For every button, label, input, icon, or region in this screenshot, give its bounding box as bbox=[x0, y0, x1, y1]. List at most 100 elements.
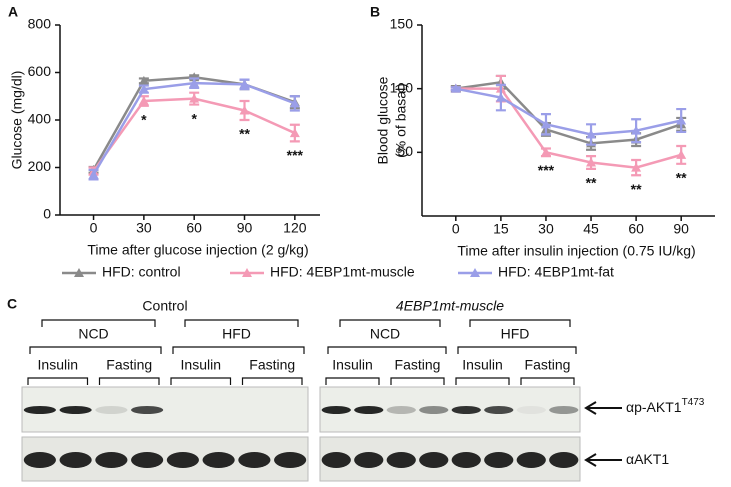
panel-label: B bbox=[370, 4, 380, 20]
lane-label: Insulin bbox=[462, 357, 502, 373]
title-bracket bbox=[184, 319, 299, 327]
panel-label: C bbox=[7, 296, 17, 312]
group-label: NCD bbox=[78, 326, 108, 342]
marker bbox=[189, 78, 200, 88]
blot-band bbox=[386, 452, 416, 468]
x-tick-label: 45 bbox=[583, 221, 599, 237]
y-axis-label: (% of basal) bbox=[393, 83, 409, 158]
marker bbox=[138, 75, 149, 85]
legend-marker bbox=[242, 268, 252, 277]
marker bbox=[450, 83, 461, 93]
x-tick-label: 30 bbox=[538, 221, 554, 237]
row-label-text: αp-AKT1 bbox=[626, 399, 682, 415]
title-bracket bbox=[339, 319, 441, 327]
blot-band bbox=[131, 406, 164, 414]
marker bbox=[289, 98, 300, 108]
marker bbox=[138, 84, 149, 94]
group-bracket bbox=[29, 346, 162, 354]
group-label: HFD bbox=[222, 326, 251, 342]
x-axis-label: Time after glucose injection (2 g/kg) bbox=[87, 242, 308, 258]
blot-band bbox=[59, 406, 92, 414]
blot-band bbox=[516, 406, 546, 414]
lane-label: Insulin bbox=[38, 357, 78, 373]
lane-bracket bbox=[520, 377, 575, 385]
marker bbox=[540, 147, 551, 157]
blot-band bbox=[419, 452, 449, 468]
arrow bbox=[584, 453, 622, 467]
legend-marker bbox=[74, 268, 84, 277]
lane-label: Insulin bbox=[181, 357, 221, 373]
group-bracket bbox=[172, 346, 305, 354]
x-tick-label: 15 bbox=[493, 221, 509, 237]
significance: ** bbox=[631, 181, 642, 197]
group-label: NCD bbox=[370, 326, 400, 342]
blot-band bbox=[484, 452, 514, 468]
legend-label: HFD: 4EBP1mt-muscle bbox=[270, 264, 415, 280]
row-label: αp-AKT1T473 bbox=[626, 397, 705, 415]
y-tick-label: 50 bbox=[397, 143, 413, 159]
series-line bbox=[455, 87, 682, 169]
blot-band bbox=[321, 406, 351, 414]
blot-band bbox=[451, 452, 481, 468]
marker bbox=[676, 115, 687, 125]
row-label: αAKT1 bbox=[626, 451, 669, 467]
y-tick-label: 200 bbox=[28, 158, 52, 174]
x-tick-label: 0 bbox=[90, 220, 98, 236]
significance: *** bbox=[287, 147, 304, 163]
marker bbox=[631, 125, 642, 135]
lane-label: Insulin bbox=[332, 357, 372, 373]
title-bracket bbox=[469, 319, 571, 327]
legend-marker bbox=[470, 268, 480, 277]
lane-bracket bbox=[98, 377, 160, 385]
lane-label: Fasting bbox=[106, 357, 152, 373]
significance: ** bbox=[586, 175, 597, 191]
group-bracket bbox=[327, 346, 447, 354]
x-tick-label: 30 bbox=[136, 220, 152, 236]
lane-bracket bbox=[455, 377, 510, 385]
marker bbox=[239, 79, 250, 89]
blot-band bbox=[549, 406, 579, 414]
blot-band bbox=[95, 452, 128, 468]
x-tick-label: 0 bbox=[452, 221, 460, 237]
row-label-sup: T473 bbox=[682, 397, 705, 408]
lane-label: Fasting bbox=[395, 357, 441, 373]
lane-bracket bbox=[390, 377, 445, 385]
blot-title: 4EBP1mt-muscle bbox=[396, 298, 504, 314]
y-tick-label: 150 bbox=[390, 16, 414, 32]
significance: * bbox=[141, 111, 147, 127]
lane-bracket bbox=[27, 377, 89, 385]
blot-band bbox=[131, 452, 164, 468]
marker bbox=[586, 157, 597, 167]
blot-band bbox=[274, 452, 307, 468]
blot-band bbox=[484, 406, 514, 414]
marker bbox=[495, 92, 506, 102]
blot-band bbox=[59, 452, 92, 468]
marker bbox=[631, 162, 642, 172]
blot-band bbox=[386, 406, 416, 414]
blot-band bbox=[23, 406, 56, 414]
y-tick-label: 600 bbox=[28, 63, 52, 79]
blot-band bbox=[451, 406, 481, 414]
blot-band bbox=[202, 452, 235, 468]
significance: ** bbox=[239, 126, 250, 142]
lane-bracket bbox=[241, 377, 303, 385]
x-tick-label: 120 bbox=[283, 220, 307, 236]
marker bbox=[676, 149, 687, 159]
lane-label: Fasting bbox=[249, 357, 295, 373]
blot-band bbox=[354, 406, 384, 414]
panel-label: A bbox=[8, 4, 18, 20]
blot-band bbox=[419, 406, 449, 414]
y-tick-label: 0 bbox=[43, 206, 51, 222]
marker bbox=[189, 93, 200, 103]
lane-bracket bbox=[325, 377, 380, 385]
significance: ** bbox=[676, 169, 687, 185]
row-label-text: αAKT1 bbox=[626, 451, 669, 467]
blot-band bbox=[23, 452, 56, 468]
significance: *** bbox=[538, 162, 555, 178]
y-axis-label: Glucose (mg/dl) bbox=[9, 71, 25, 170]
marker bbox=[239, 105, 250, 115]
marker bbox=[289, 128, 300, 138]
blot-band bbox=[516, 452, 546, 468]
marker bbox=[586, 129, 597, 139]
